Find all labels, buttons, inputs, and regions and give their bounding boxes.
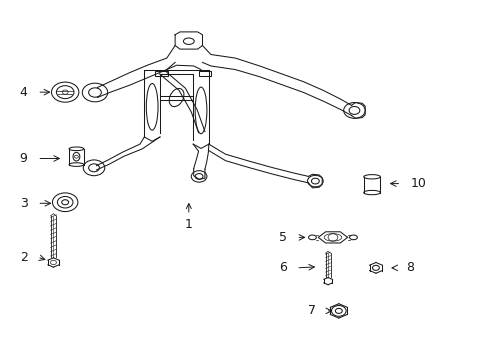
Bar xyxy=(155,71,168,76)
Text: 4: 4 xyxy=(20,86,27,99)
Text: 7: 7 xyxy=(308,305,316,318)
Text: 5: 5 xyxy=(278,231,287,244)
Bar xyxy=(198,71,211,76)
Text: 3: 3 xyxy=(20,197,27,210)
Text: 8: 8 xyxy=(406,261,414,274)
Text: 10: 10 xyxy=(411,177,427,190)
Text: 2: 2 xyxy=(20,251,27,264)
Text: 6: 6 xyxy=(279,261,287,274)
Text: 9: 9 xyxy=(20,152,27,165)
Text: 1: 1 xyxy=(185,204,193,231)
